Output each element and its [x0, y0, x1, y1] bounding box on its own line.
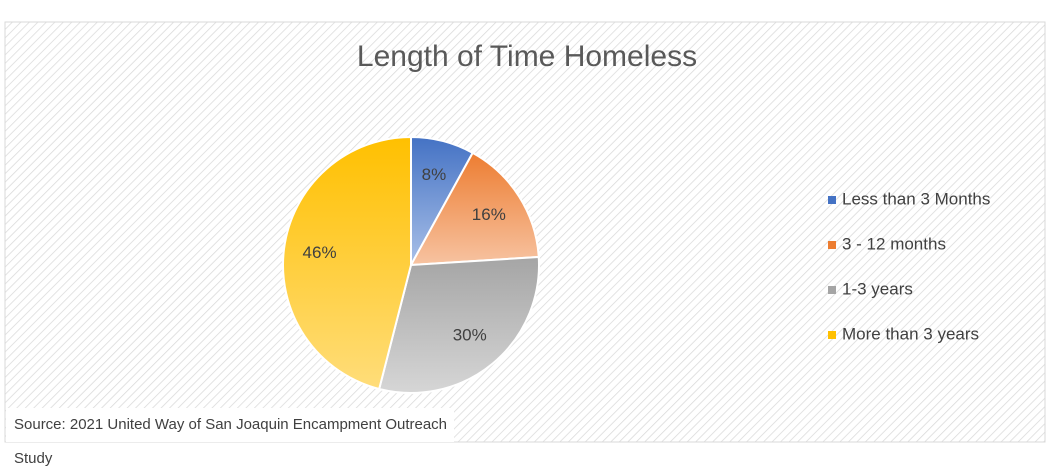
legend-label: More than 3 years	[842, 324, 979, 343]
source-note: Source: 2021 United Way of San Joaquin E…	[6, 408, 454, 467]
pie-slice	[282, 135, 412, 391]
legend-label: 3 - 12 months	[842, 234, 946, 253]
data-label: 30%	[453, 325, 487, 344]
data-label: 8%	[422, 165, 447, 184]
data-label: 46%	[303, 243, 337, 262]
legend-swatch	[828, 286, 836, 294]
legend-swatch	[828, 331, 836, 339]
legend-swatch	[828, 196, 836, 204]
pie-slice	[377, 255, 540, 394]
page: {"chart_data": {"type": "pie", "title": …	[4, 21, 1046, 467]
data-label: 16%	[472, 205, 506, 224]
legend-label: Less than 3 Months	[842, 189, 990, 208]
pie-slice	[409, 151, 540, 267]
chart-title: Length of Time Homeless	[357, 40, 697, 73]
legend-label: 1-3 years	[842, 279, 913, 298]
chart: Length of Time Homeless 8% Less than 3 Mo…	[4, 21, 1046, 443]
legend-swatch	[828, 241, 836, 249]
